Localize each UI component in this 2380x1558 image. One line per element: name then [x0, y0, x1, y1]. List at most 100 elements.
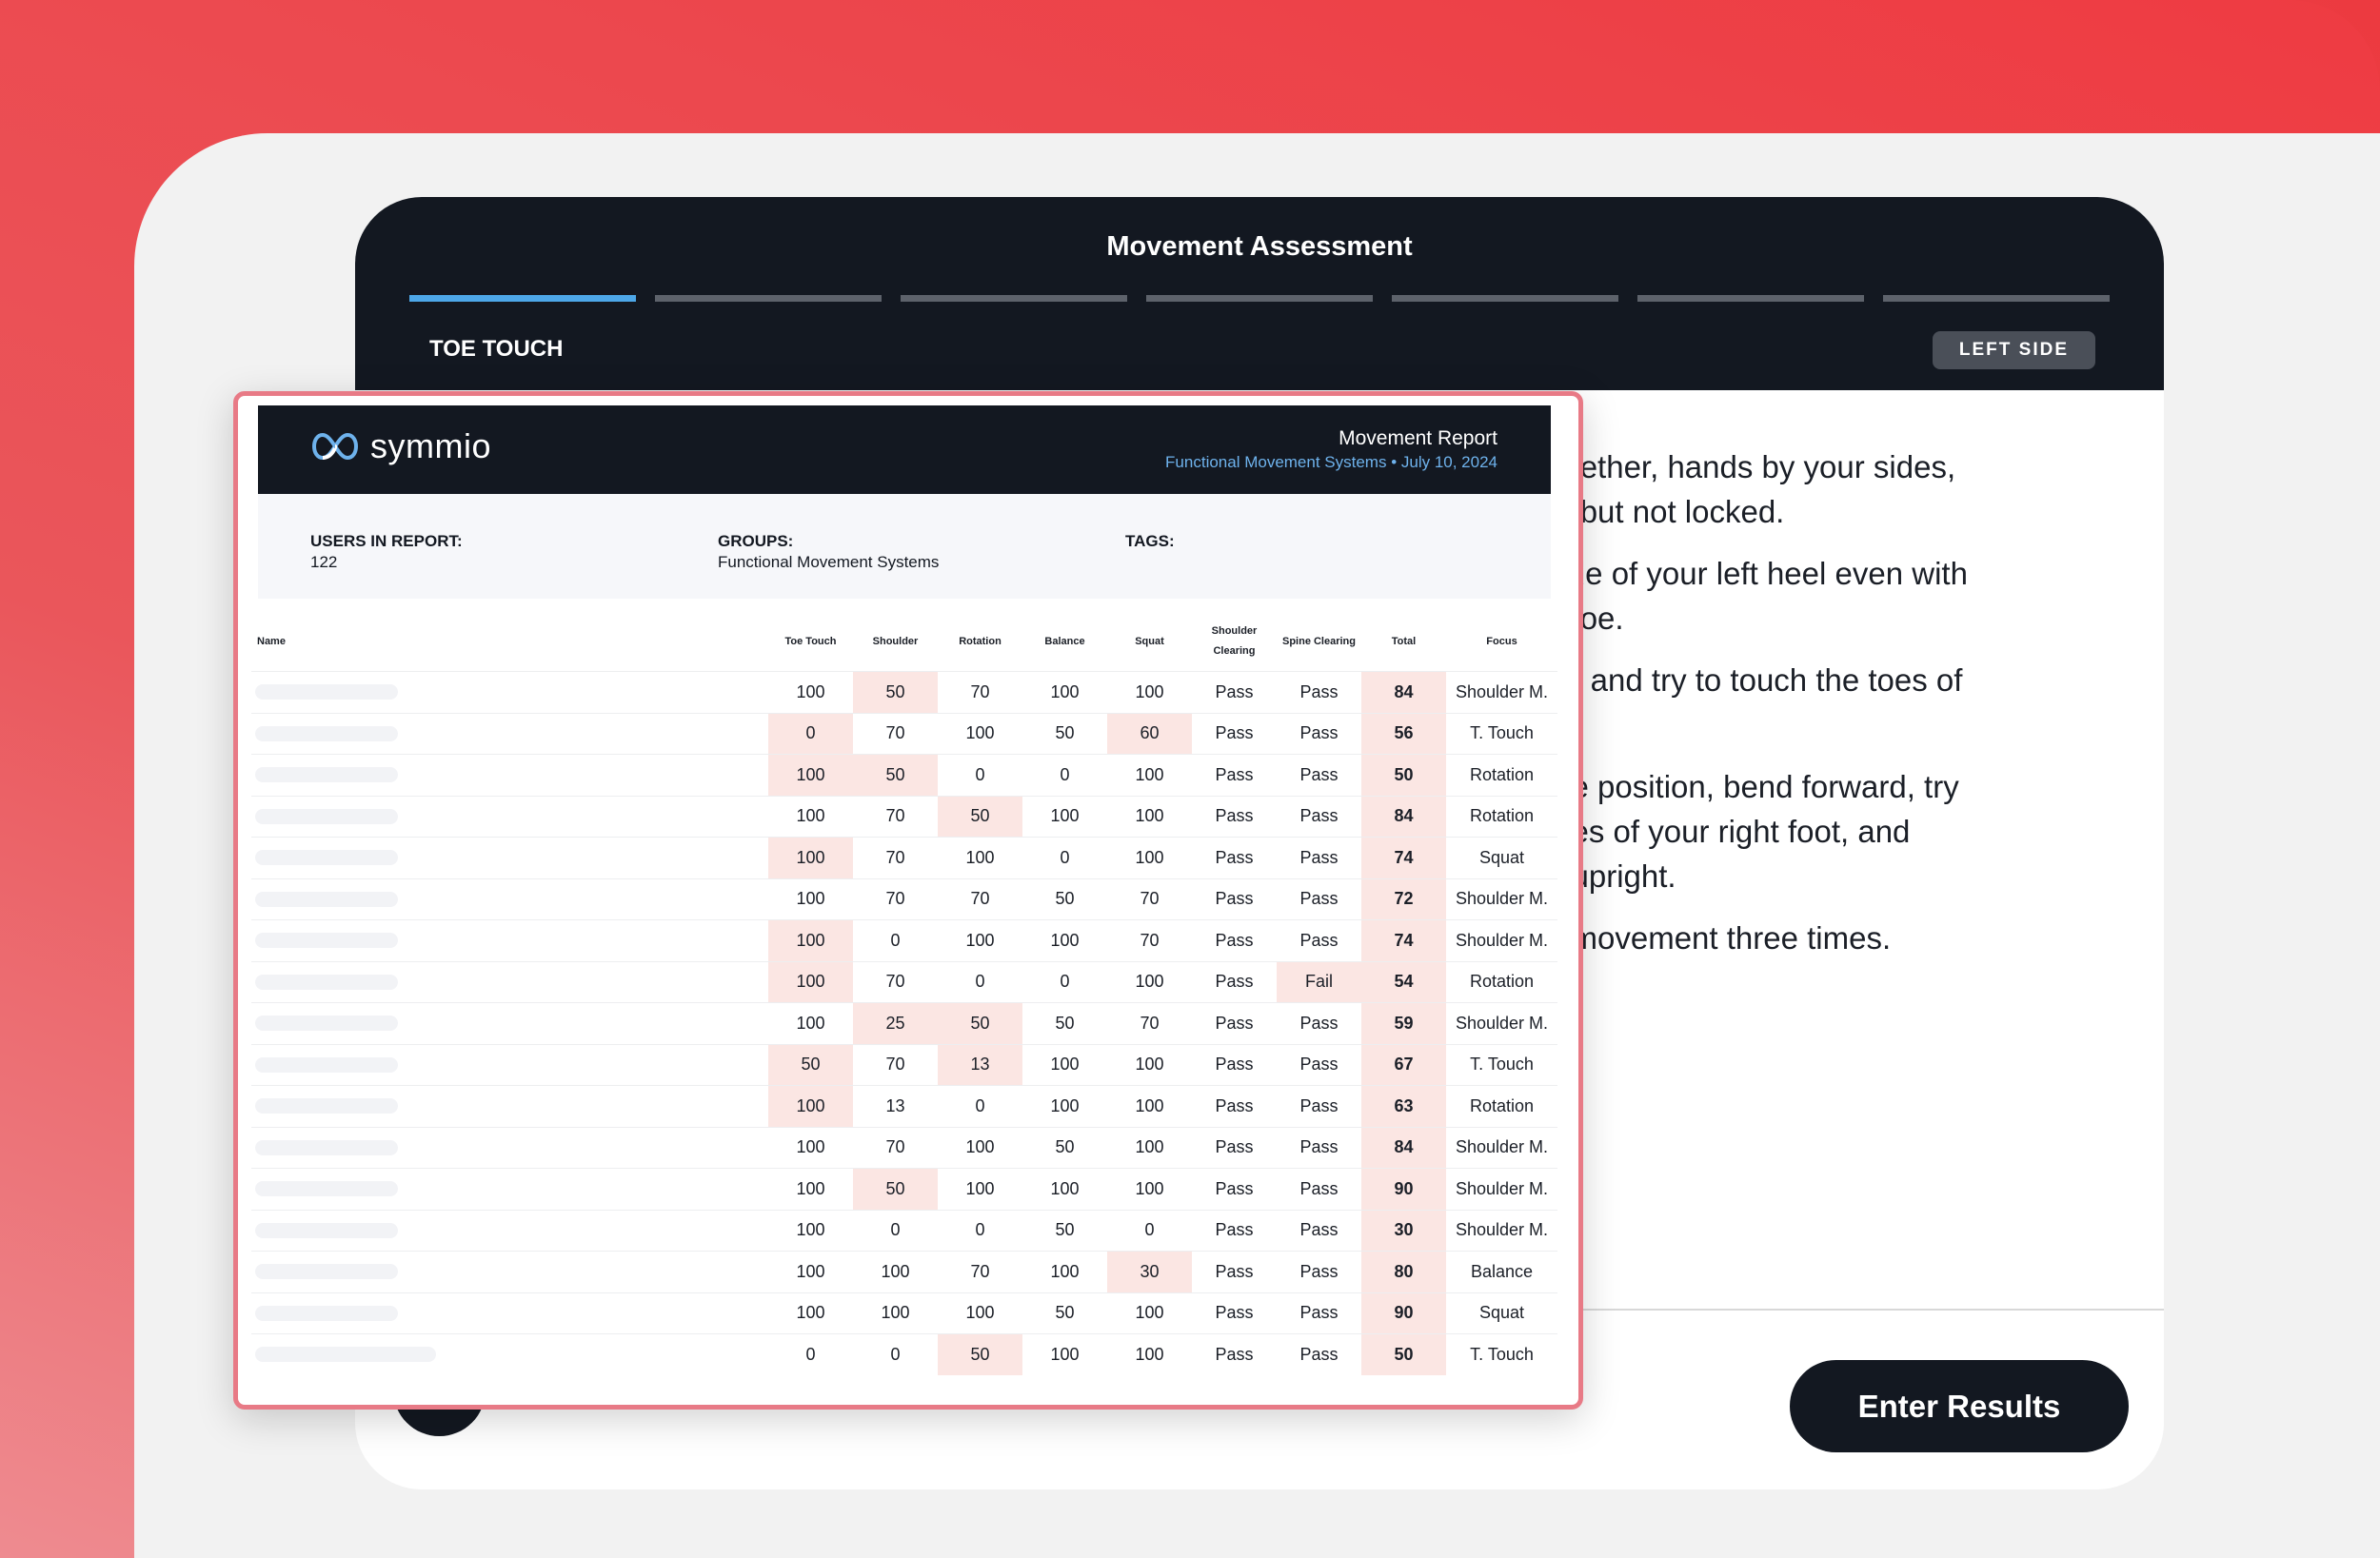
score-cell: 70 — [853, 712, 938, 755]
score-cell: 100 — [768, 1251, 853, 1292]
score-cell: Pass — [1192, 878, 1277, 920]
table-row[interactable]: 100 13 0 100 100 Pass Pass 63 Rotation — [251, 1085, 1557, 1127]
score-cell: 100 — [768, 1209, 853, 1252]
score-cell: Pass — [1277, 837, 1361, 878]
total-cell: 54 — [1361, 960, 1446, 1003]
instruction-line: h movement three times. — [1545, 920, 1892, 956]
table-row[interactable]: 100 70 0 0 100 Pass Fail 54 Rotation — [251, 960, 1557, 1003]
focus-cell: T. Touch — [1446, 1333, 1557, 1375]
score-cell: 70 — [1107, 919, 1192, 961]
table-row[interactable]: 100 50 100 100 100 Pass Pass 90 Shoulder M. — [251, 1168, 1557, 1210]
column-header[interactable]: Spine Clearing — [1281, 635, 1357, 647]
focus-cell: Rotation — [1446, 960, 1557, 1003]
name-cell — [251, 671, 768, 713]
side-badge[interactable]: LEFT SIDE — [1932, 331, 2095, 369]
score-cell: 100 — [1107, 1333, 1192, 1375]
table-row[interactable]: 0 70 100 50 60 Pass Pass 56 T. Touch — [251, 712, 1557, 755]
score-cell: 0 — [938, 1209, 1022, 1252]
score-cell: Pass — [1192, 1043, 1277, 1086]
table-row[interactable]: 100 70 70 50 70 Pass Pass 72 Shoulder M. — [251, 878, 1557, 920]
table-row[interactable]: 50 70 13 100 100 Pass Pass 67 T. Touch — [251, 1043, 1557, 1086]
score-cell: 100 — [1107, 1126, 1192, 1169]
table-row[interactable]: 100 25 50 50 70 Pass Pass 59 Shoulder M. — [251, 1002, 1557, 1044]
total-cell: 72 — [1361, 878, 1446, 920]
column-header[interactable]: Total — [1391, 635, 1417, 647]
score-cell: Pass — [1192, 754, 1277, 796]
table-row[interactable]: 100 100 70 100 30 Pass Pass 80 Balance — [251, 1251, 1557, 1292]
score-cell: 100 — [1022, 1251, 1107, 1292]
score-cell: 50 — [938, 1333, 1022, 1375]
redacted-name — [255, 974, 398, 990]
column-header[interactable]: Toe Touch — [784, 635, 837, 647]
table-row[interactable]: 100 50 70 100 100 Pass Pass 84 Shoulder M. — [251, 671, 1557, 713]
score-cell: 100 — [1107, 1085, 1192, 1127]
score-cell: 100 — [938, 1126, 1022, 1169]
tags-meta: TAGS: — [1125, 532, 1175, 551]
total-cell: 50 — [1361, 754, 1446, 796]
redacted-name — [255, 1222, 398, 1238]
score-cell: 25 — [853, 1002, 938, 1044]
score-cell: 50 — [853, 671, 938, 713]
redacted-name — [255, 1181, 398, 1197]
score-cell: 100 — [768, 754, 853, 796]
column-header[interactable]: Focus — [1486, 635, 1517, 647]
enter-results-button[interactable]: Enter Results — [1790, 1360, 2129, 1452]
table-row[interactable]: 100 70 100 0 100 Pass Pass 74 Squat — [251, 837, 1557, 878]
focus-cell: Shoulder M. — [1446, 1002, 1557, 1044]
redacted-name — [255, 767, 398, 783]
instruction-line: me position, bend forward, try — [1545, 769, 1959, 804]
report-subtitle: Functional Movement Systems • July 10, 2… — [1165, 453, 1497, 471]
footer-divider — [1545, 1309, 2164, 1311]
column-header[interactable]: Balance — [1044, 635, 1085, 647]
column-header[interactable]: Shoulder Clearing — [1211, 625, 1258, 657]
score-cell: Pass — [1192, 671, 1277, 713]
table-header-row: Name Toe Touch Shoulder Rotation Balance Squa… — [251, 612, 1557, 672]
score-cell: 0 — [938, 1085, 1022, 1127]
score-cell: Pass — [1192, 1292, 1277, 1334]
name-cell — [251, 1085, 768, 1127]
report-header: symmio Movement Report Functional Moveme… — [258, 405, 1551, 494]
table-row[interactable]: 0 0 50 100 100 Pass Pass 50 T. Touch — [251, 1333, 1557, 1375]
column-header[interactable]: Name — [257, 635, 286, 647]
instruction-line: side of your left heel even with — [1545, 556, 1968, 591]
name-cell — [251, 1209, 768, 1252]
score-cell: 50 — [938, 1002, 1022, 1044]
focus-cell: Shoulder M. — [1446, 878, 1557, 920]
redacted-name — [255, 891, 398, 907]
column-header[interactable]: Shoulder — [872, 635, 919, 647]
redacted-name — [255, 1098, 398, 1114]
table-row[interactable]: 100 50 0 0 100 Pass Pass 50 Rotation — [251, 754, 1557, 796]
name-cell — [251, 1168, 768, 1210]
redacted-name — [255, 1347, 436, 1363]
total-cell: 90 — [1361, 1292, 1446, 1334]
table-row[interactable]: 100 0 100 100 70 Pass Pass 74 Shoulder M. — [251, 919, 1557, 961]
score-cell: 50 — [1022, 878, 1107, 920]
score-cell: 100 — [1107, 795, 1192, 838]
score-cell: 100 — [1022, 795, 1107, 838]
focus-cell: Shoulder M. — [1446, 1209, 1557, 1252]
score-cell: Pass — [1277, 1209, 1361, 1252]
score-cell: 0 — [1022, 960, 1107, 1003]
score-cell: Pass — [1192, 795, 1277, 838]
score-cell: Pass — [1277, 1292, 1361, 1334]
table-row[interactable]: 100 70 100 50 100 Pass Pass 84 Shoulder M. — [251, 1126, 1557, 1169]
score-cell: Pass — [1192, 1126, 1277, 1169]
score-cell: 70 — [1107, 1002, 1192, 1044]
score-cell: 13 — [938, 1043, 1022, 1086]
movement-report-card: symmio Movement Report Functional Moveme… — [233, 391, 1583, 1410]
total-cell: 84 — [1361, 1126, 1446, 1169]
table-row[interactable]: 100 70 50 100 100 Pass Pass 84 Rotation — [251, 795, 1557, 838]
table-row[interactable]: 100 0 0 50 0 Pass Pass 30 Shoulder M. — [251, 1209, 1557, 1252]
score-cell: 100 — [768, 1002, 853, 1044]
name-cell — [251, 1251, 768, 1292]
name-cell — [251, 878, 768, 920]
column-header[interactable]: Squat — [1135, 635, 1164, 647]
column-header[interactable]: Rotation — [959, 635, 1002, 647]
score-cell: 0 — [1107, 1209, 1192, 1252]
total-cell: 74 — [1361, 919, 1446, 961]
table-row[interactable]: 100 100 100 50 100 Pass Pass 90 Squat — [251, 1292, 1557, 1334]
users-value: 122 — [310, 553, 338, 571]
redacted-name — [255, 1264, 398, 1280]
focus-cell: Squat — [1446, 837, 1557, 878]
assessment-header: Movement Assessment TOE TOUCH LEFT SIDE — [355, 197, 2164, 390]
